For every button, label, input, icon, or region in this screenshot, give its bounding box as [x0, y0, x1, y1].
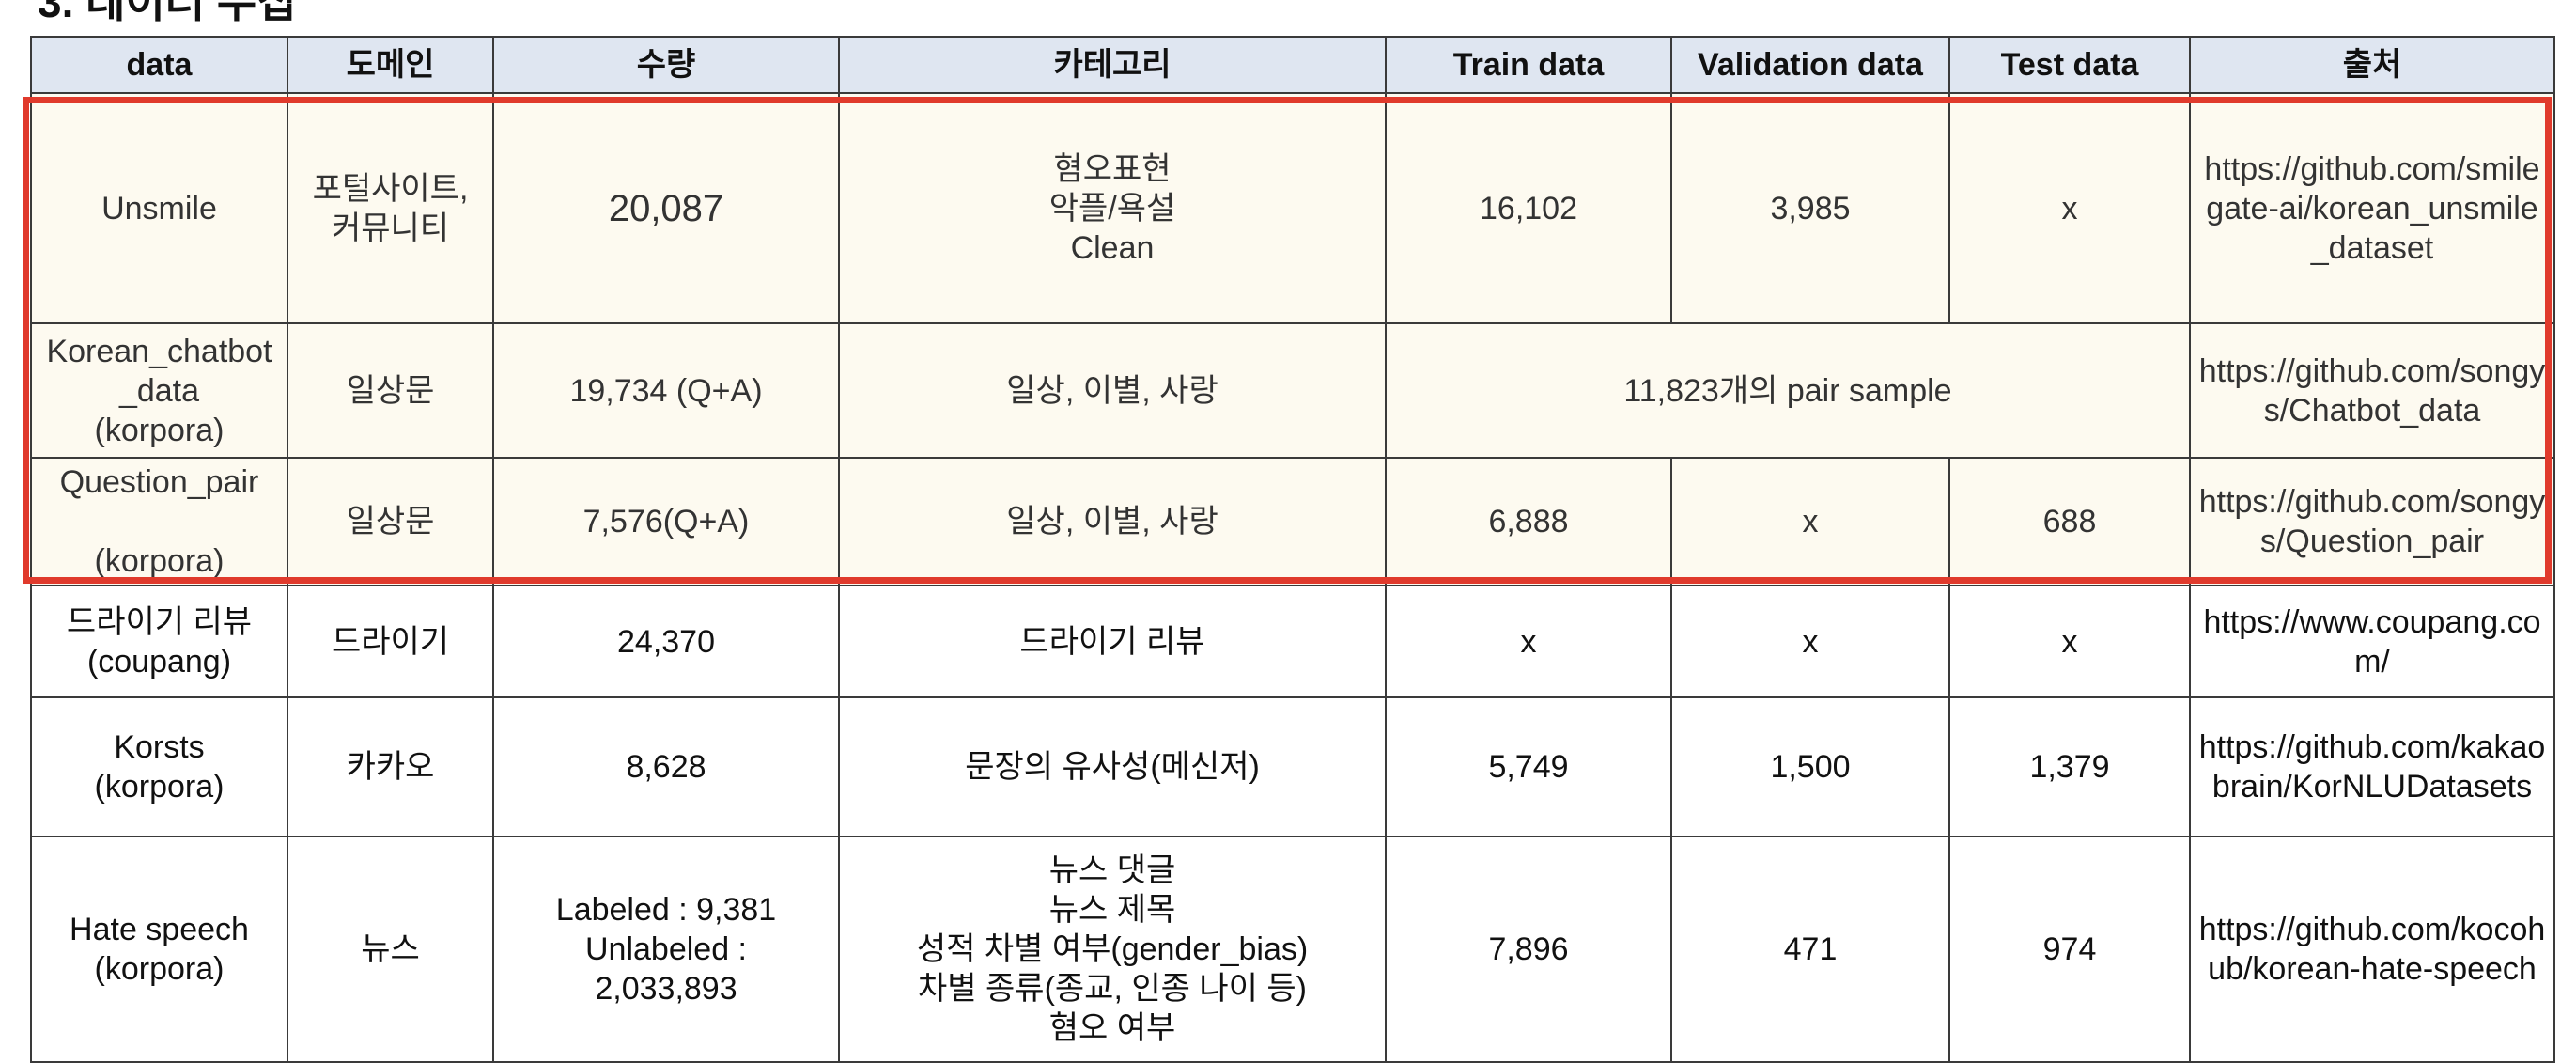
col-header-count: 수량 [492, 36, 840, 94]
cell-source: https://github.com/smilegate-ai/korean_u… [2189, 92, 2555, 324]
cell-validation: 1,500 [1670, 696, 1950, 837]
cell-train: x [1385, 585, 1672, 698]
col-header-source: 출처 [2189, 36, 2555, 94]
cell-train: 5,749 [1385, 696, 1672, 837]
cell-count: 20,087 [492, 92, 840, 324]
col-header-test: Test data [1948, 36, 2191, 94]
col-header-category: 카테고리 [838, 36, 1387, 94]
cell-domain: 뉴스 [287, 836, 494, 1063]
cell-validation: 3,985 [1670, 92, 1950, 324]
cell-source: https://github.com/songys/Chatbot_data [2189, 322, 2555, 459]
cell-domain: 일상문 [287, 322, 494, 459]
cell-category: 드라이기 리뷰 [838, 585, 1387, 698]
cell-domain: 포털사이트, 커뮤니티 [287, 92, 494, 324]
cell-test: 1,379 [1948, 696, 2191, 837]
cell-split-merged: 11,823개의 pair sample [1385, 322, 2191, 459]
cell-domain: 일상문 [287, 457, 494, 586]
cell-count: Labeled : 9,381 Unlabeled : 2,033,893 [492, 836, 840, 1063]
cell-validation: 471 [1670, 836, 1950, 1063]
table-row: Korean_chatbot_data (korpora) 일상문 19,734… [30, 322, 2555, 459]
cell-train: 7,896 [1385, 836, 1672, 1063]
cell-count: 24,370 [492, 585, 840, 698]
header-row: data 도메인 수량 카테고리 Train data Validation d… [30, 36, 2555, 94]
cell-test: x [1948, 92, 2191, 324]
cell-count: 7,576(Q+A) [492, 457, 840, 586]
cell-data: Korsts (korpora) [30, 696, 288, 837]
cell-category: 뉴스 댓글 뉴스 제목 성적 차별 여부(gender_bias) 차별 종류(… [838, 836, 1387, 1063]
table-row: Unsmile 포털사이트, 커뮤니티 20,087 혐오표현 악플/욕설 Cl… [30, 92, 2555, 324]
cell-data: Question_pair (korpora) [30, 457, 288, 586]
cell-category: 일상, 이별, 사랑 [838, 457, 1387, 586]
section-heading: 3. 데이터 수집 [38, 0, 297, 26]
cell-domain: 카카오 [287, 696, 494, 837]
cell-source: https://github.com/songys/Question_pair [2189, 457, 2555, 586]
table-row: Hate speech (korpora) 뉴스 Labeled : 9,381… [30, 836, 2555, 1063]
cell-data: Hate speech (korpora) [30, 836, 288, 1063]
cell-train: 16,102 [1385, 92, 1672, 324]
cell-category: 혐오표현 악플/욕설 Clean [838, 92, 1387, 324]
cell-count: 8,628 [492, 696, 840, 837]
cell-validation: x [1670, 457, 1950, 586]
table-row: 드라이기 리뷰 (coupang) 드라이기 24,370 드라이기 리뷰 x … [30, 585, 2555, 698]
table-row: Korsts (korpora) 카카오 8,628 문장의 유사성(메신저) … [30, 696, 2555, 837]
col-header-data: data [30, 36, 288, 94]
cell-validation: x [1670, 585, 1950, 698]
cell-source: https://github.com/kakaobrain/KorNLUData… [2189, 696, 2555, 837]
cell-source: https://www.coupang.com/ [2189, 585, 2555, 698]
dataset-table: data 도메인 수량 카테고리 Train data Validation d… [30, 36, 2555, 1063]
cell-count: 19,734 (Q+A) [492, 322, 840, 459]
table-row: Question_pair (korpora) 일상문 7,576(Q+A) 일… [30, 457, 2555, 586]
cell-data: Unsmile [30, 92, 288, 324]
cell-test: 974 [1948, 836, 2191, 1063]
col-header-validation: Validation data [1670, 36, 1950, 94]
cell-category: 일상, 이별, 사랑 [838, 322, 1387, 459]
col-header-train: Train data [1385, 36, 1672, 94]
col-header-domain: 도메인 [287, 36, 494, 94]
cell-data: Korean_chatbot_data (korpora) [30, 322, 288, 459]
cell-domain: 드라이기 [287, 585, 494, 698]
cell-train: 6,888 [1385, 457, 1672, 586]
cell-test: x [1948, 585, 2191, 698]
cell-test: 688 [1948, 457, 2191, 586]
cell-category: 문장의 유사성(메신저) [838, 696, 1387, 837]
cell-source: https://github.com/kocohub/korean-hate-s… [2189, 836, 2555, 1063]
cell-data: 드라이기 리뷰 (coupang) [30, 585, 288, 698]
